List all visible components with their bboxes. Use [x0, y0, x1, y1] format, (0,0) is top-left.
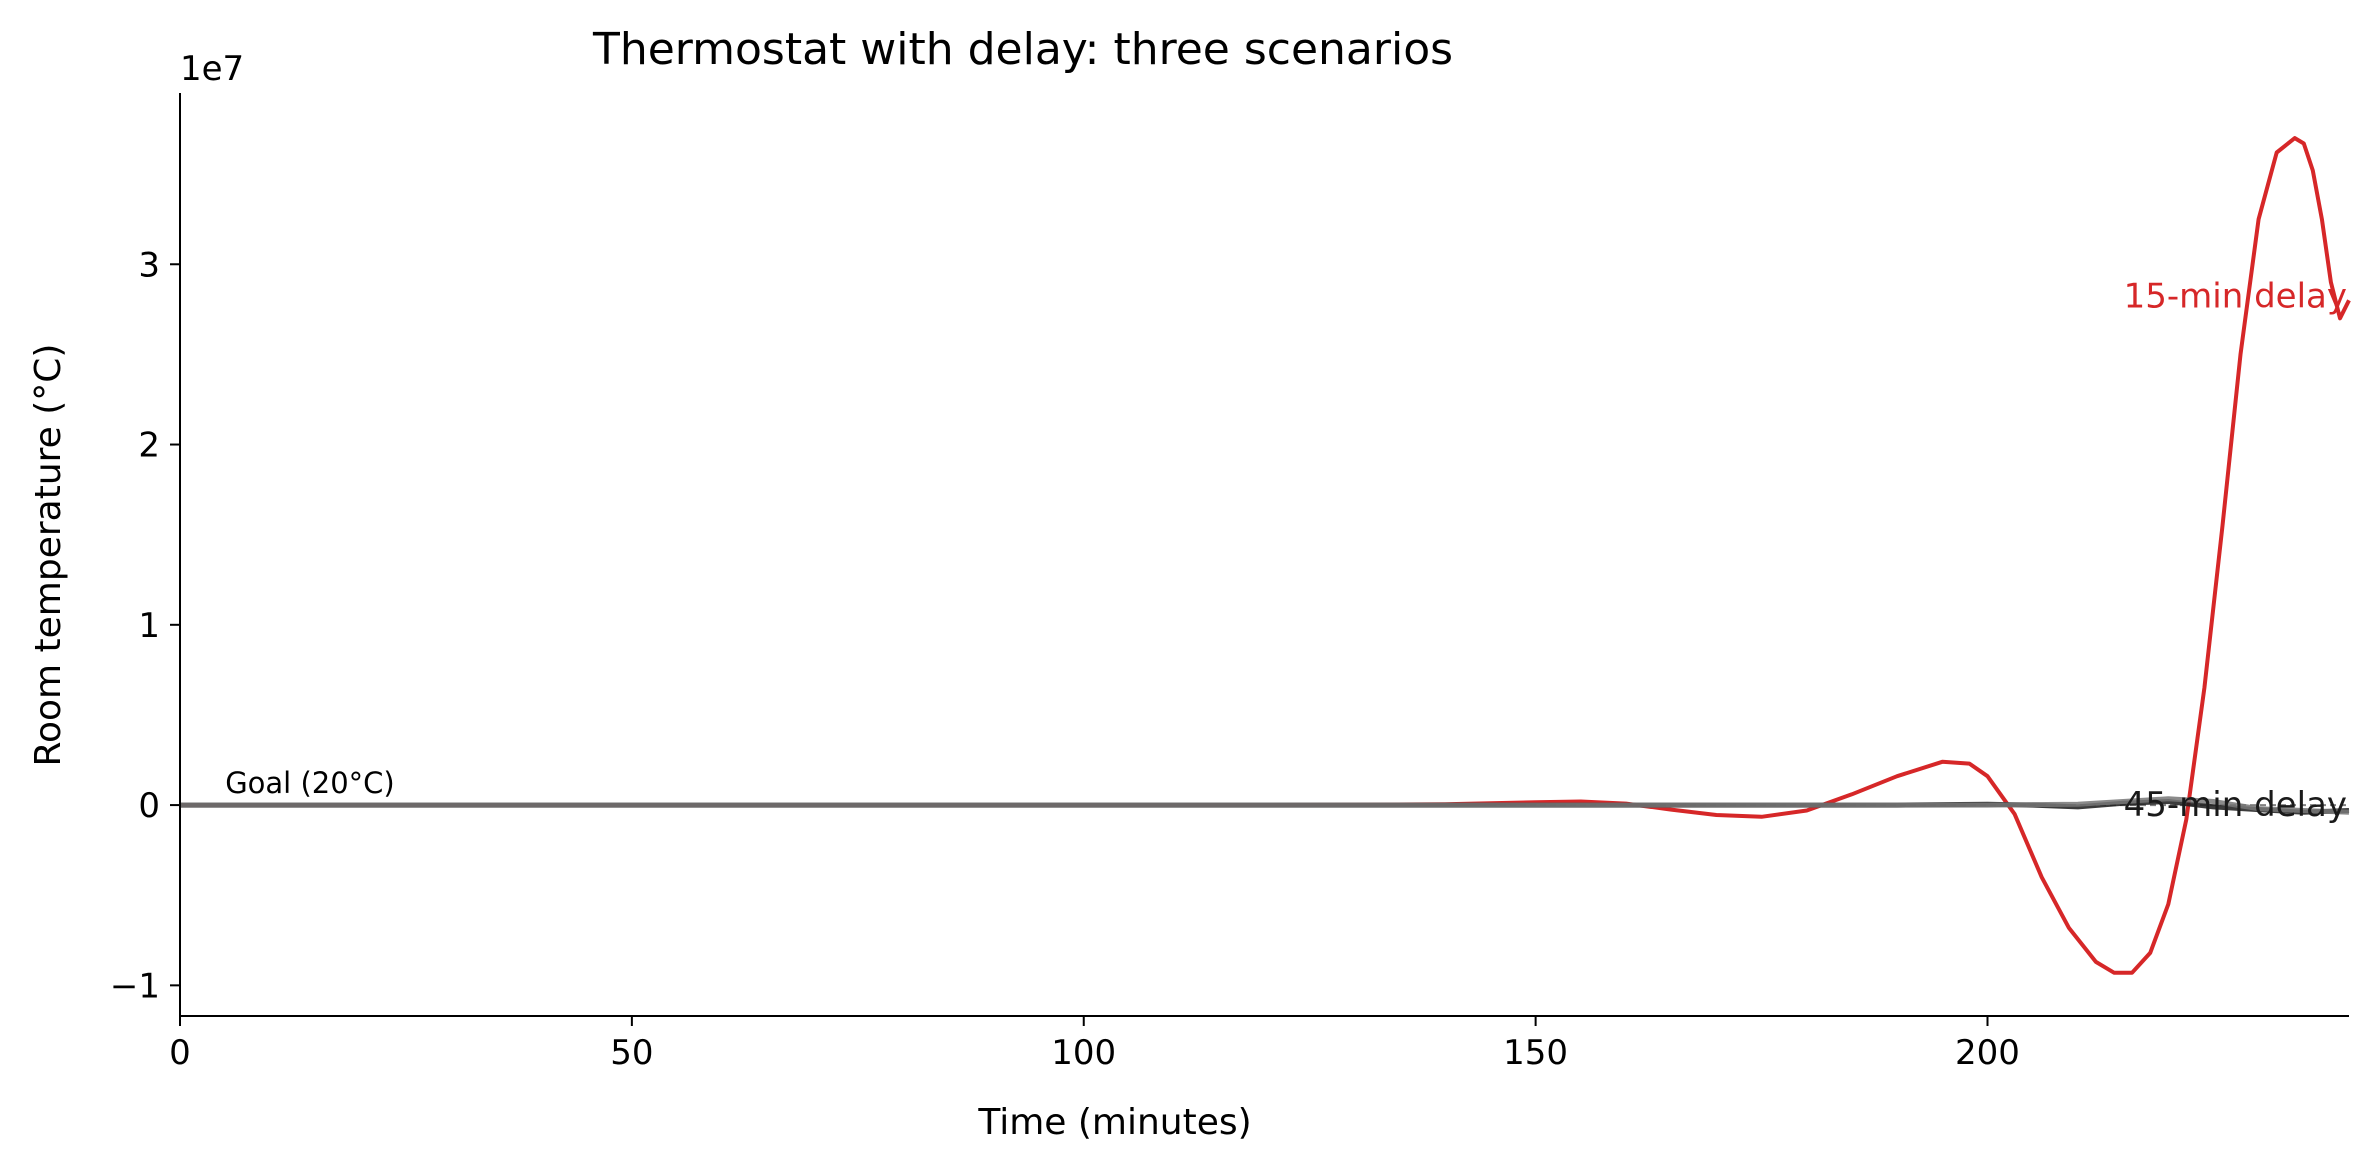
y-ticks: −1 0 1 2 3 [110, 245, 180, 1006]
chart-title: Thermostat with delay: three scenarios [592, 24, 1453, 75]
series-line-unlabeled-2 [180, 796, 2350, 815]
x-tick-label: 50 [610, 1033, 653, 1073]
series-line-15-min-delay [180, 136, 2351, 975]
goal-layer: Goal (20°C) [180, 766, 2349, 807]
y-tick-label: 2 [138, 426, 160, 466]
x-tick-label: 150 [1503, 1033, 1568, 1073]
x-tick-label: 100 [1051, 1033, 1116, 1073]
y-tick-label: 3 [138, 245, 160, 285]
goal-label: Goal (20°C) [225, 766, 395, 800]
y-offset-label: 1e7 [180, 49, 244, 89]
axes-layer [179, 93, 2349, 1017]
series-layer [180, 136, 2351, 975]
x-axis-label: Time (minutes) [977, 1102, 1251, 1143]
x-tick-label: 0 [169, 1033, 191, 1073]
y-tick-label: −1 [110, 966, 160, 1006]
x-tick-label: 200 [1955, 1033, 2020, 1073]
series-annotation: 45-min delay [2124, 785, 2347, 825]
x-ticks: 0 50 100 150 200 [169, 1016, 2020, 1073]
annotation-layer: 15-min delay 45-min delay [2124, 277, 2347, 825]
y-tick-label: 1 [138, 606, 160, 646]
series-annotation: 15-min delay [2124, 277, 2347, 317]
y-axis-label: Room temperature (°C) [28, 344, 69, 767]
y-tick-label: 0 [138, 786, 160, 826]
